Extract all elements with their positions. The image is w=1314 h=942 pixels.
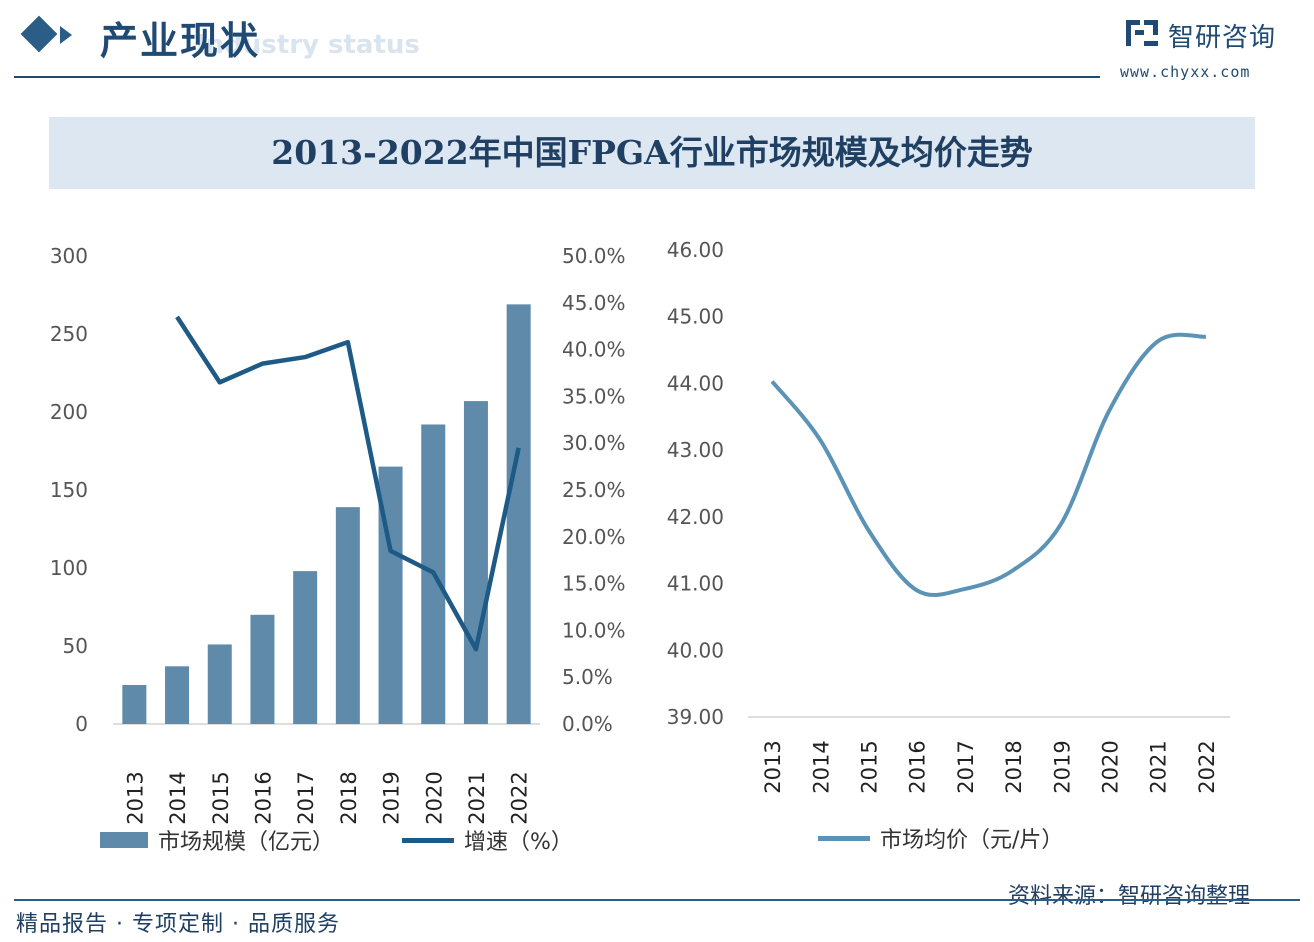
y2-tick-label: 15.0% bbox=[562, 572, 626, 596]
header-divider bbox=[14, 76, 1100, 78]
price-y-tick-label: 40.00 bbox=[667, 638, 724, 662]
price-x-tick-label: 2022 bbox=[1195, 740, 1219, 793]
y-tick-label: 50 bbox=[63, 634, 88, 658]
legend-swatch-price-line bbox=[818, 835, 870, 841]
logo-url: www.chyxx.com bbox=[1120, 63, 1251, 81]
y2-tick-label: 20.0% bbox=[562, 525, 626, 549]
bar-market-size bbox=[463, 401, 488, 724]
price-y-tick-label: 44.00 bbox=[667, 371, 724, 395]
x-tick-label: 2018 bbox=[337, 771, 361, 824]
price-y-tick-label: 42.00 bbox=[667, 505, 724, 529]
chart-title-band: 2013-2022年中国FPGA行业市场规模及均价走势 bbox=[49, 117, 1255, 189]
y2-tick-label: 35.0% bbox=[562, 384, 626, 408]
y-tick-label: 200 bbox=[50, 400, 88, 424]
legend-label-growth: 增速（%） bbox=[464, 830, 573, 855]
x-tick-label: 2016 bbox=[251, 771, 275, 824]
y-tick-label: 300 bbox=[50, 244, 88, 268]
bar-market-size bbox=[250, 614, 275, 724]
price-x-tick-label: 2014 bbox=[809, 740, 833, 793]
footer-tagline: 精品报告 · 专项定制 · 品质服务 bbox=[16, 912, 340, 937]
legend-label-market-size: 市场规模（亿元） bbox=[158, 830, 335, 855]
price-x-tick-label: 2020 bbox=[1099, 740, 1123, 793]
y2-tick-label: 10.0% bbox=[562, 618, 626, 642]
legend-label-price: 市场均价（元/片） bbox=[880, 828, 1064, 853]
bar-market-size bbox=[122, 685, 147, 724]
price-line bbox=[770, 332, 1207, 597]
footer-divider bbox=[14, 899, 1300, 901]
legend-item-market-size: 市场规模（亿元） bbox=[100, 824, 334, 856]
price-y-tick-label: 45.00 bbox=[667, 305, 724, 329]
x-tick-label: 2019 bbox=[380, 771, 404, 824]
price-y-tick-label: 43.00 bbox=[667, 438, 724, 462]
y2-tick-label: 50.0% bbox=[562, 244, 626, 268]
price-y-tick-label: 41.00 bbox=[667, 572, 724, 596]
y2-tick-label: 25.0% bbox=[562, 478, 626, 502]
price-x-tick-label: 2019 bbox=[1050, 740, 1074, 793]
x-tick-label: 2022 bbox=[508, 771, 532, 824]
y-tick-label: 100 bbox=[50, 556, 88, 580]
price-y-tick-label: 39.00 bbox=[667, 705, 724, 729]
y2-tick-label: 0.0% bbox=[562, 712, 613, 736]
y-tick-label: 0 bbox=[75, 712, 88, 736]
header-title: 产业现状 bbox=[100, 19, 261, 63]
legend-item-growth: 增速（%） bbox=[402, 824, 573, 856]
price-x-tick-label: 2018 bbox=[1002, 740, 1026, 793]
bar-market-size bbox=[165, 666, 190, 724]
legend-swatch-growth-line bbox=[402, 837, 454, 843]
x-tick-label: 2021 bbox=[465, 771, 489, 824]
price-y-tick-label: 46.00 bbox=[667, 238, 724, 262]
x-tick-label: 2013 bbox=[123, 771, 147, 824]
y2-tick-label: 40.0% bbox=[562, 338, 626, 362]
bar-market-size bbox=[506, 304, 531, 724]
chart-title: 2013-2022年中国FPGA行业市场规模及均价走势 bbox=[271, 133, 1033, 172]
x-tick-label: 2020 bbox=[422, 771, 446, 824]
header-subtitle-watermark: Industry status bbox=[196, 30, 420, 60]
y-tick-label: 150 bbox=[50, 478, 88, 502]
logo-name: 智研咨询 bbox=[1168, 23, 1277, 53]
header-arrow-icon bbox=[60, 26, 72, 44]
price-x-tick-label: 2015 bbox=[858, 740, 882, 793]
legend-item-price: 市场均价（元/片） bbox=[818, 822, 1063, 854]
legend-swatch-bar bbox=[100, 832, 148, 848]
bar-market-size bbox=[293, 571, 318, 724]
x-tick-label: 2015 bbox=[209, 771, 233, 824]
growth-rate-line bbox=[175, 315, 521, 652]
price-x-tick-label: 2016 bbox=[906, 740, 930, 793]
source-note: 资料来源：智研咨询整理 bbox=[1008, 884, 1251, 909]
bar-market-size bbox=[335, 507, 360, 724]
y2-tick-label: 5.0% bbox=[562, 665, 613, 689]
price-x-tick-label: 2013 bbox=[761, 740, 785, 793]
y2-tick-label: 30.0% bbox=[562, 431, 626, 455]
logo-icon bbox=[1126, 20, 1158, 46]
bar-market-size bbox=[207, 644, 232, 724]
y-tick-label: 250 bbox=[50, 322, 88, 346]
y2-tick-label: 45.0% bbox=[562, 291, 626, 315]
x-tick-label: 2017 bbox=[294, 771, 318, 824]
x-tick-label: 2014 bbox=[166, 771, 190, 824]
price-x-tick-label: 2021 bbox=[1147, 740, 1171, 793]
price-x-tick-label: 2017 bbox=[954, 740, 978, 793]
